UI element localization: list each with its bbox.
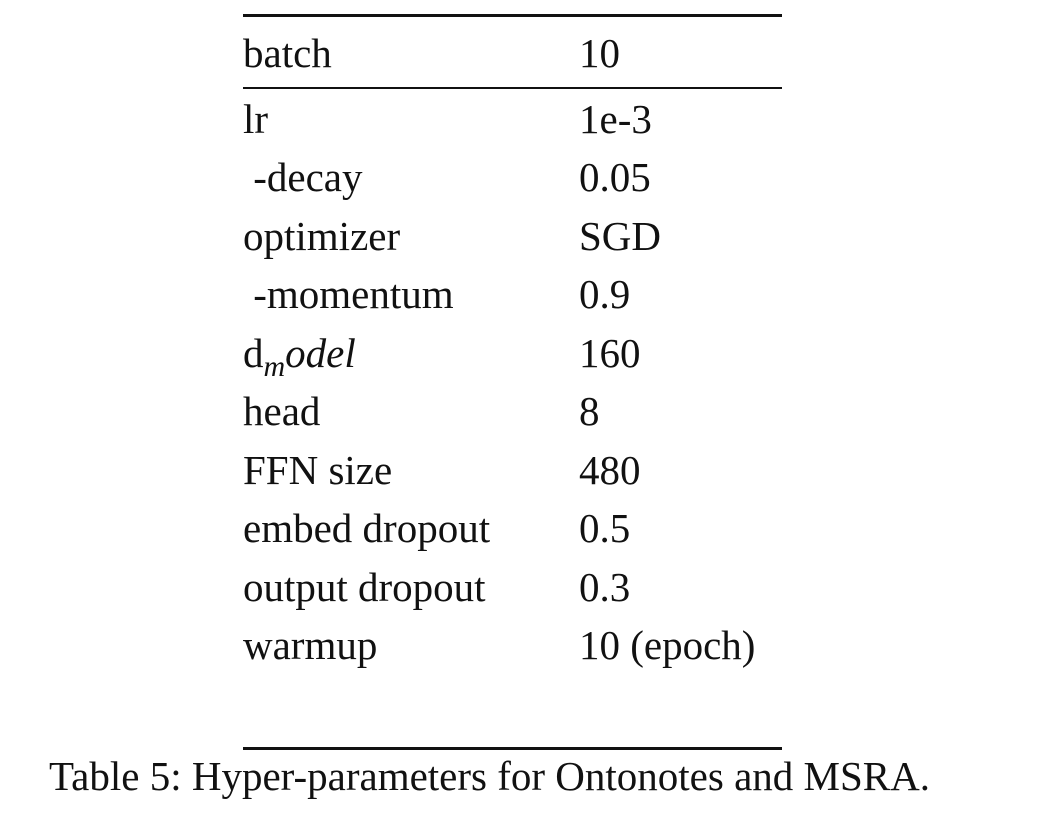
row-value: 8 (579, 388, 600, 434)
row-key-dmodel: dmodel (243, 329, 579, 383)
table-top-rule (243, 14, 782, 17)
table-row: dmodel 160 (243, 323, 782, 382)
row-key-italic: odel (285, 329, 356, 376)
table-mid-rule (243, 87, 782, 89)
row-key: lr (243, 95, 269, 142)
table-bottom-rule (243, 746, 782, 750)
table-row: output dropout 0.3 (243, 557, 782, 616)
table-row: optimizer SGD (243, 206, 782, 265)
table-row: FFN size 480 (243, 440, 782, 499)
row-key: -momentum (243, 271, 454, 317)
table-row: head 8 (243, 382, 782, 441)
table-row: embed dropout 0.5 (243, 499, 782, 558)
row-key: optimizer (243, 212, 401, 259)
row-key: warmup (243, 622, 378, 668)
row-value: 0.05 (579, 154, 651, 200)
header-key: batch (243, 29, 332, 76)
row-key (243, 725, 579, 733)
table-body: lr 1e-3 -decay 0.05 optimizer SGD -momen… (243, 89, 782, 747)
table-row: -momentum 0.9 (243, 265, 782, 324)
row-value: 10 (epoch) (579, 622, 756, 668)
row-key-subscript: m (263, 349, 286, 383)
row-value: 1e-3 (579, 95, 652, 142)
row-key: embed dropout (243, 505, 491, 551)
row-key: -decay (243, 154, 363, 200)
row-value: 160 (579, 329, 641, 376)
table-row (243, 674, 782, 733)
table-caption: Table 5: Hyper-parameters for Ontonotes … (49, 753, 930, 799)
table-header-row: batch 10 (243, 17, 782, 87)
row-key: FFN size (243, 446, 393, 493)
row-key: head (243, 388, 321, 434)
row-value: SGD (579, 212, 662, 259)
header-value: 10 (579, 29, 620, 76)
hyperparameter-table: batch 10 lr 1e-3 -decay 0.05 optimizer S… (243, 14, 782, 750)
row-key: output dropout (243, 563, 486, 610)
table-row: warmup 10 (epoch) (243, 616, 782, 675)
row-value: 480 (579, 446, 641, 493)
table-row: -decay 0.05 (243, 148, 782, 207)
row-value: 0.5 (579, 505, 631, 551)
row-value: 0.9 (579, 271, 631, 317)
row-key-prefix: d (243, 329, 264, 376)
table-row: lr 1e-3 (243, 89, 782, 148)
row-value: 0.3 (579, 563, 631, 610)
